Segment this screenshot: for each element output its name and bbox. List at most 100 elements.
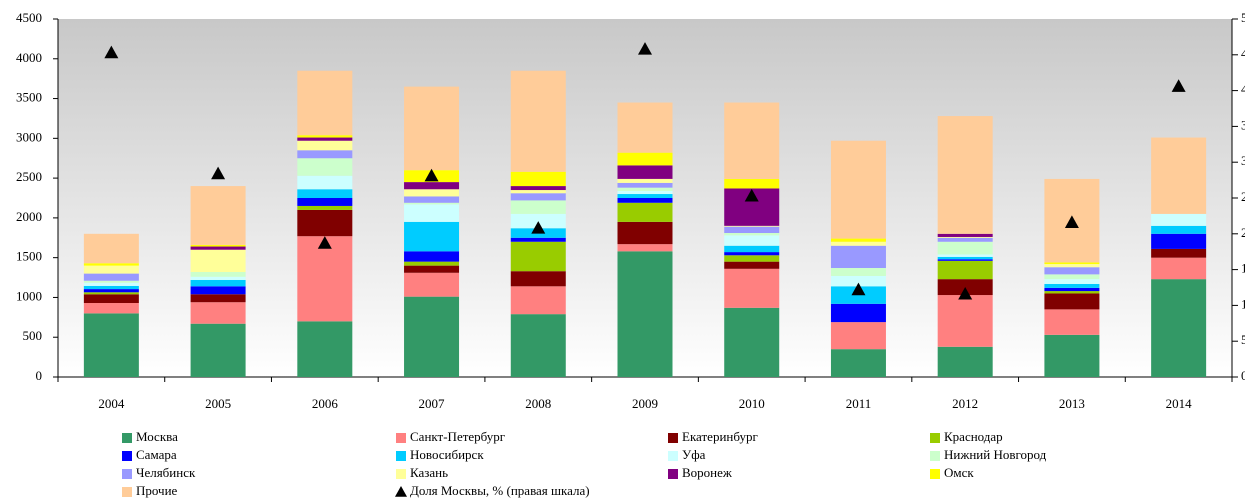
bar-segment — [510, 271, 566, 287]
y2-tick-label: 5% — [1241, 332, 1245, 347]
bar-segment — [83, 285, 139, 290]
bar-segment — [937, 256, 993, 260]
bar-segment — [937, 346, 993, 377]
bar-segment — [297, 321, 353, 377]
bar-segment — [1151, 137, 1207, 214]
legend-swatch — [930, 433, 940, 443]
bar-segment — [190, 276, 246, 280]
bar-segment — [724, 178, 780, 189]
legend-swatch — [396, 433, 406, 443]
bar-segment — [724, 307, 780, 377]
bar-segment — [190, 186, 246, 245]
bar-segment — [404, 204, 460, 222]
bar-segment — [937, 254, 993, 257]
bar-segment — [830, 322, 886, 350]
bar-segment — [404, 272, 460, 297]
bar-segment — [83, 292, 139, 295]
bar-segment — [1044, 279, 1100, 284]
bar-segment — [297, 150, 353, 159]
share-marker — [211, 166, 226, 180]
x-tick-label: 2006 — [312, 396, 339, 411]
bar-segment — [404, 296, 460, 377]
y2-tick-label: 20% — [1241, 225, 1245, 240]
y-tick-label: 4500 — [16, 10, 42, 25]
bar-segment — [190, 244, 246, 247]
bar-segment — [937, 236, 993, 238]
bar-segment — [830, 349, 886, 377]
bar-segment — [83, 273, 139, 281]
bar-segment — [404, 196, 460, 203]
x-tick-label: 2013 — [1059, 396, 1085, 411]
legend-label: Краснодар — [944, 429, 1003, 444]
bar-segment — [1044, 309, 1100, 335]
legend-label: Прочие — [136, 483, 178, 498]
legend-swatch — [122, 469, 132, 479]
y2-tick-label: 35% — [1241, 117, 1245, 132]
share-marker — [851, 282, 866, 296]
bar-segment — [1151, 213, 1207, 226]
bar-segment — [510, 70, 566, 172]
bar-segment — [830, 303, 886, 323]
bar-segment — [937, 260, 993, 280]
legend-label: Екатеринбург — [682, 429, 758, 444]
bar-segment — [1044, 287, 1100, 292]
legend-swatch — [122, 451, 132, 461]
bar-segment — [830, 140, 886, 239]
bar-segment — [830, 245, 886, 269]
bar-segment — [297, 209, 353, 237]
bar-segment — [404, 86, 460, 171]
legend-swatch — [668, 433, 678, 443]
bar-segment — [724, 226, 780, 234]
legend-label: Новосибирск — [410, 447, 484, 462]
bar-segment — [83, 282, 139, 286]
bar-segment — [404, 221, 460, 252]
bar-segment — [617, 221, 673, 245]
y-tick-label: 3000 — [16, 129, 42, 144]
legend-label: Доля Москвы, % (правая шкала) — [410, 483, 590, 498]
bar-segment — [617, 194, 673, 198]
legend-label: Нижний Новгород — [944, 447, 1047, 462]
bar-segment — [937, 116, 993, 234]
bar-segment — [510, 171, 566, 187]
bar-segment — [404, 261, 460, 266]
bar-segment — [1044, 262, 1100, 265]
legend-label: Казань — [410, 465, 448, 480]
bar-segment — [190, 249, 246, 272]
bar-segment — [937, 295, 993, 347]
legend-swatch — [122, 487, 132, 497]
bar-segment — [1044, 264, 1100, 268]
bar-segment — [83, 263, 139, 266]
bar-segment — [830, 268, 886, 276]
bar-segment — [297, 140, 353, 151]
x-tick-label: 2009 — [632, 396, 658, 411]
bar-segment — [1044, 283, 1100, 288]
bar-segment — [510, 186, 566, 191]
share-marker — [317, 236, 332, 249]
bar-segment — [617, 190, 673, 195]
bar-segment — [190, 294, 246, 303]
bar-segment — [510, 286, 566, 315]
bar-segment — [190, 246, 246, 250]
bar-segment — [937, 237, 993, 242]
bar-segment — [1151, 233, 1207, 249]
bar-segment — [724, 268, 780, 308]
y-tick-label: 2500 — [16, 169, 42, 184]
bar-segment — [297, 137, 353, 141]
y2-tick-label: 40% — [1241, 82, 1245, 97]
bar-segment — [404, 189, 460, 197]
bar-segment — [404, 251, 460, 262]
bar-segment — [724, 261, 780, 269]
bar-segment — [297, 175, 353, 190]
bar-segment — [830, 238, 886, 242]
bar-segment — [617, 165, 673, 179]
y2-tick-label: 30% — [1241, 153, 1245, 168]
bar-segment — [724, 102, 780, 179]
share-marker — [1064, 215, 1079, 228]
bar-segment — [1151, 279, 1207, 377]
x-tick-label: 2012 — [952, 396, 978, 411]
bar-segment — [83, 289, 139, 293]
legend-swatch — [930, 451, 940, 461]
bar-segment — [830, 275, 886, 287]
y2-tick-label: 50% — [1241, 10, 1245, 25]
bar-segment — [83, 280, 139, 283]
